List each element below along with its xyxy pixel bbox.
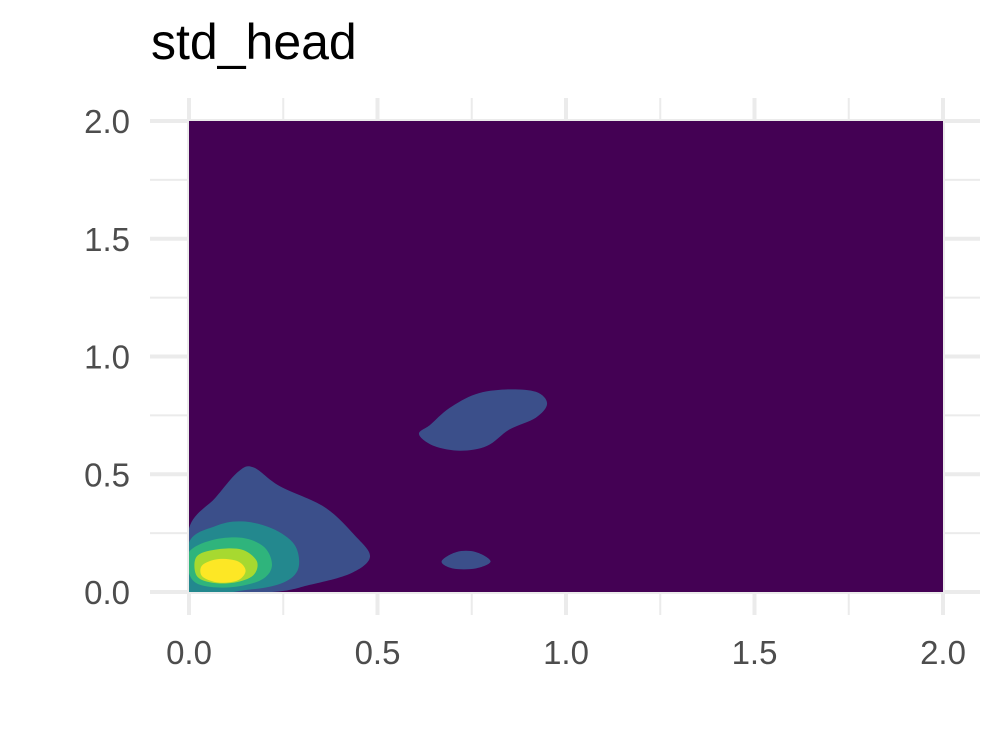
y-axis-ticks: 0.0 0.5 1.0 1.5 2.0 [84,103,130,611]
y-tick-label: 0.0 [84,574,130,611]
x-tick-label: 0.0 [166,634,212,671]
contour-bands [189,389,548,592]
x-tick-label: 2.0 [920,634,966,671]
x-axis-ticks: 0.0 0.5 1.0 1.5 2.0 [166,634,966,671]
y-tick-label: 1.0 [84,339,130,376]
density-band-level-1-region-3 [441,550,491,570]
chart-title: std_head [151,14,357,70]
x-tick-label: 0.5 [355,634,401,671]
x-tick-label: 1.5 [732,634,778,671]
y-tick-label: 2.0 [84,103,130,140]
y-tick-label: 0.5 [84,456,130,493]
density-band-level-1-region-2 [418,389,548,451]
y-tick-label: 1.5 [84,221,130,258]
density-band-level-5-region-1 [200,558,246,583]
x-tick-label: 1.0 [543,634,589,671]
